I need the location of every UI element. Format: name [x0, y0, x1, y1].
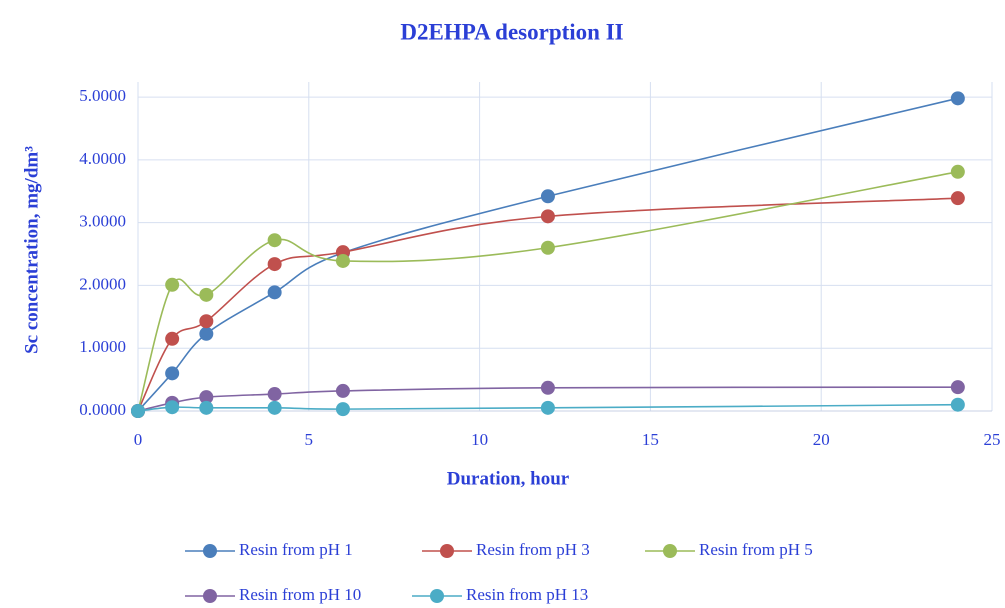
data-point — [540, 240, 555, 255]
legend-label: Resin from pH 5 — [699, 540, 813, 559]
x-tick-label: 20 — [813, 430, 830, 449]
data-point — [950, 380, 965, 395]
legend-label: Resin from pH 10 — [239, 585, 361, 604]
x-axis-label: Duration, hour — [447, 468, 570, 489]
data-point — [335, 383, 350, 398]
chart-title: D2EHPA desorption II — [400, 19, 623, 44]
data-point — [199, 314, 214, 329]
legend-marker — [203, 589, 217, 603]
data-point — [165, 366, 180, 381]
x-tick-label: 10 — [471, 430, 488, 449]
data-point — [950, 91, 965, 106]
data-point — [165, 277, 180, 292]
data-point — [540, 209, 555, 224]
legend-marker — [663, 544, 677, 558]
data-point — [131, 404, 145, 418]
data-point — [950, 397, 965, 412]
data-point — [335, 253, 350, 268]
legend-marker — [430, 589, 444, 603]
data-point — [267, 285, 282, 300]
data-point — [165, 331, 180, 346]
legend-marker — [203, 544, 217, 558]
x-tick-label: 0 — [134, 430, 143, 449]
y-tick-label: 5.0000 — [79, 86, 126, 105]
data-point — [267, 257, 282, 272]
data-point — [199, 390, 214, 405]
y-tick-label: 4.0000 — [79, 149, 126, 168]
data-point — [950, 191, 965, 206]
legend-label: Resin from pH 3 — [476, 540, 590, 559]
x-tick-label: 5 — [305, 430, 314, 449]
legend-label: Resin from pH 1 — [239, 540, 353, 559]
data-point — [950, 164, 965, 179]
legend-label: Resin from pH 13 — [466, 585, 588, 604]
data-point — [540, 400, 555, 415]
y-axis-label: Sc concentration, mg/dm³ — [21, 146, 42, 354]
data-point — [199, 287, 214, 302]
data-point — [267, 387, 282, 402]
data-point — [267, 400, 282, 415]
data-point — [267, 233, 282, 248]
data-point — [540, 189, 555, 204]
series-line — [137, 170, 958, 412]
y-tick-label: 3.0000 — [79, 212, 126, 231]
y-tick-label: 2.0000 — [79, 274, 126, 293]
data-point — [335, 402, 350, 417]
legend-marker — [440, 544, 454, 558]
data-point — [199, 326, 214, 341]
x-tick-label: 15 — [642, 430, 659, 449]
data-point — [540, 380, 555, 395]
data-point — [165, 400, 180, 415]
data-point — [199, 400, 214, 415]
x-tick-label: 25 — [984, 430, 1001, 449]
y-tick-label: 0.0000 — [79, 400, 126, 419]
series-line — [137, 197, 958, 412]
y-tick-label: 1.0000 — [79, 337, 126, 356]
